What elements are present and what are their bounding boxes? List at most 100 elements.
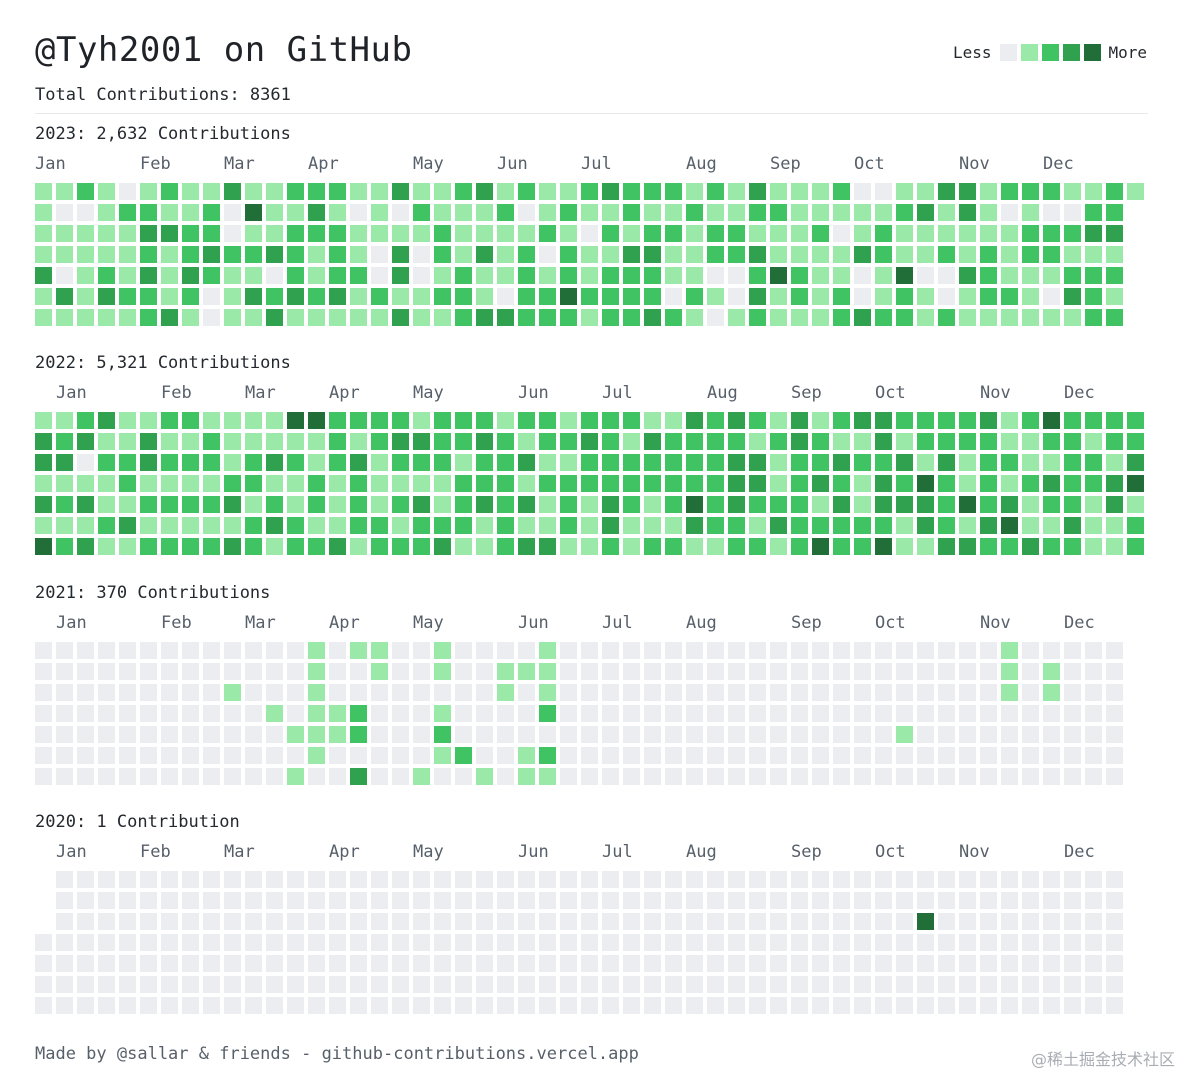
contribution-day[interactable] <box>119 997 136 1014</box>
contribution-day[interactable] <box>119 496 136 513</box>
contribution-day[interactable] <box>56 225 73 242</box>
contribution-day[interactable] <box>707 538 724 555</box>
contribution-day[interactable] <box>266 642 283 659</box>
contribution-day[interactable] <box>581 684 598 701</box>
contribution-day[interactable] <box>581 892 598 909</box>
contribution-day[interactable] <box>707 934 724 951</box>
contribution-day[interactable] <box>1085 496 1102 513</box>
contribution-day[interactable] <box>770 955 787 972</box>
contribution-day[interactable] <box>896 538 913 555</box>
contribution-day[interactable] <box>539 955 556 972</box>
contribution-day[interactable] <box>749 433 766 450</box>
contribution-day[interactable] <box>518 183 535 200</box>
contribution-day[interactable] <box>896 871 913 888</box>
contribution-day[interactable] <box>413 997 430 1014</box>
contribution-day[interactable] <box>476 955 493 972</box>
contribution-day[interactable] <box>1022 412 1039 429</box>
contribution-day[interactable] <box>35 433 52 450</box>
contribution-day[interactable] <box>686 726 703 743</box>
contribution-day[interactable] <box>497 309 514 326</box>
contribution-day[interactable] <box>497 871 514 888</box>
contribution-day[interactable] <box>854 412 871 429</box>
contribution-day[interactable] <box>875 976 892 993</box>
contribution-day[interactable] <box>518 246 535 263</box>
contribution-day[interactable] <box>770 892 787 909</box>
contribution-day[interactable] <box>560 705 577 722</box>
contribution-day[interactable] <box>602 454 619 471</box>
contribution-day[interactable] <box>1064 204 1081 221</box>
contribution-day[interactable] <box>434 892 451 909</box>
contribution-day[interactable] <box>1001 225 1018 242</box>
contribution-day[interactable] <box>644 913 661 930</box>
contribution-day[interactable] <box>350 913 367 930</box>
contribution-day[interactable] <box>770 768 787 785</box>
contribution-day[interactable] <box>434 934 451 951</box>
contribution-day[interactable] <box>602 705 619 722</box>
contribution-day[interactable] <box>371 454 388 471</box>
contribution-day[interactable] <box>875 934 892 951</box>
contribution-day[interactable] <box>392 454 409 471</box>
contribution-day[interactable] <box>140 412 157 429</box>
contribution-day[interactable] <box>77 955 94 972</box>
contribution-day[interactable] <box>1001 309 1018 326</box>
contribution-day[interactable] <box>56 913 73 930</box>
contribution-day[interactable] <box>959 934 976 951</box>
contribution-day[interactable] <box>203 642 220 659</box>
contribution-day[interactable] <box>1001 892 1018 909</box>
contribution-day[interactable] <box>518 538 535 555</box>
contribution-day[interactable] <box>539 183 556 200</box>
contribution-day[interactable] <box>182 726 199 743</box>
contribution-day[interactable] <box>329 934 346 951</box>
contribution-day[interactable] <box>203 663 220 680</box>
contribution-day[interactable] <box>917 246 934 263</box>
contribution-day[interactable] <box>833 412 850 429</box>
contribution-day[interactable] <box>560 288 577 305</box>
contribution-day[interactable] <box>917 454 934 471</box>
contribution-day[interactable] <box>329 454 346 471</box>
contribution-day[interactable] <box>686 246 703 263</box>
contribution-day[interactable] <box>770 433 787 450</box>
contribution-day[interactable] <box>875 997 892 1014</box>
contribution-day[interactable] <box>413 288 430 305</box>
contribution-day[interactable] <box>455 412 472 429</box>
contribution-day[interactable] <box>203 871 220 888</box>
contribution-day[interactable] <box>917 267 934 284</box>
contribution-day[interactable] <box>350 496 367 513</box>
contribution-day[interactable] <box>791 538 808 555</box>
contribution-day[interactable] <box>1022 454 1039 471</box>
contribution-day[interactable] <box>203 705 220 722</box>
contribution-day[interactable] <box>560 454 577 471</box>
contribution-day[interactable] <box>77 768 94 785</box>
contribution-day[interactable] <box>329 517 346 534</box>
contribution-day[interactable] <box>497 517 514 534</box>
contribution-day[interactable] <box>623 183 640 200</box>
contribution-day[interactable] <box>623 309 640 326</box>
contribution-day[interactable] <box>1085 934 1102 951</box>
contribution-day[interactable] <box>791 475 808 492</box>
contribution-day[interactable] <box>497 225 514 242</box>
contribution-day[interactable] <box>1106 475 1123 492</box>
contribution-day[interactable] <box>602 433 619 450</box>
contribution-day[interactable] <box>98 684 115 701</box>
contribution-day[interactable] <box>791 183 808 200</box>
contribution-day[interactable] <box>224 726 241 743</box>
contribution-day[interactable] <box>497 705 514 722</box>
contribution-day[interactable] <box>896 475 913 492</box>
contribution-day[interactable] <box>1001 955 1018 972</box>
contribution-day[interactable] <box>224 538 241 555</box>
contribution-day[interactable] <box>728 976 745 993</box>
contribution-day[interactable] <box>497 642 514 659</box>
contribution-day[interactable] <box>77 517 94 534</box>
contribution-day[interactable] <box>182 183 199 200</box>
contribution-day[interactable] <box>329 684 346 701</box>
contribution-day[interactable] <box>581 976 598 993</box>
contribution-day[interactable] <box>875 288 892 305</box>
contribution-day[interactable] <box>1022 246 1039 263</box>
contribution-day[interactable] <box>56 747 73 764</box>
contribution-day[interactable] <box>392 267 409 284</box>
contribution-day[interactable] <box>770 246 787 263</box>
contribution-day[interactable] <box>665 747 682 764</box>
contribution-day[interactable] <box>959 642 976 659</box>
contribution-day[interactable] <box>518 412 535 429</box>
contribution-day[interactable] <box>875 309 892 326</box>
